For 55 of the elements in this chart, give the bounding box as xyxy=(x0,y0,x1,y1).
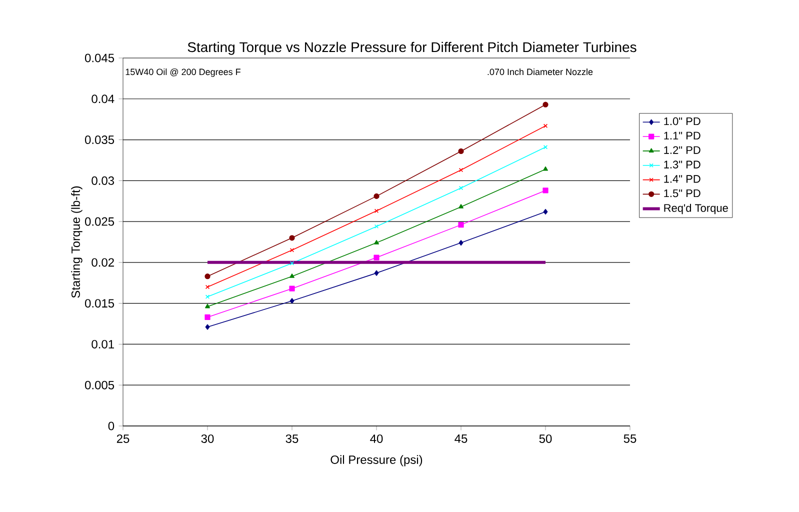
point xyxy=(204,314,210,320)
y-tick-label: 0 xyxy=(108,422,114,430)
x-tick-label: 40 xyxy=(370,434,383,443)
legend-label: 1.5" PD xyxy=(664,189,700,198)
point xyxy=(458,222,464,228)
x-axis-title: Oil Pressure (psi) xyxy=(330,455,422,466)
legend-label: 1.2" PD xyxy=(664,146,700,154)
legend-label: 1.1" PD xyxy=(664,132,700,140)
x-tick-label: 25 xyxy=(116,434,130,443)
y-tick-label: 0.04 xyxy=(92,94,114,104)
point xyxy=(289,235,295,241)
x-tick-label: 35 xyxy=(286,434,298,443)
y-tick-label: 0.025 xyxy=(84,217,114,226)
y-tick-label: 0.035 xyxy=(84,136,114,144)
y-tick-label: 0.005 xyxy=(84,380,114,390)
point xyxy=(374,208,379,214)
legend-label: Req'd Torque xyxy=(664,204,728,214)
y-axis-title: Starting Torque (lb-ft) xyxy=(71,186,82,298)
point xyxy=(374,270,379,276)
point xyxy=(205,304,210,308)
x-tick-label: 45 xyxy=(454,434,468,443)
y-tick-label: 0.03 xyxy=(92,176,114,185)
point xyxy=(458,168,464,172)
point xyxy=(542,102,548,108)
point xyxy=(458,204,464,208)
text: 15W40 Oil @ 200 Degrees F xyxy=(126,68,240,77)
y-tick-label: 0.015 xyxy=(84,299,114,308)
point xyxy=(374,240,379,244)
y-tick-label: 0.02 xyxy=(92,258,114,267)
chart-title: Starting Torque vs Nozzle Pressure for Different Pitch Diameter Turbines xyxy=(188,42,636,55)
point xyxy=(458,240,464,246)
y-tick-label: 0.045 xyxy=(84,54,114,62)
point xyxy=(458,186,464,190)
x-tick-label: 55 xyxy=(624,434,636,443)
annotation: .070 Inch Diameter Nozzle xyxy=(488,68,593,76)
point xyxy=(374,193,380,199)
point xyxy=(290,248,294,252)
point xyxy=(543,208,548,215)
point xyxy=(290,261,294,266)
legend-label: 1.3" PD xyxy=(664,160,700,168)
point xyxy=(204,274,210,280)
x-tick-label: 50 xyxy=(539,434,552,443)
x-tick-label: 30 xyxy=(201,434,214,443)
point xyxy=(374,224,379,229)
legend-label: 1.0" PD xyxy=(664,117,700,126)
point xyxy=(542,188,548,194)
legend-label: 1.4" PD xyxy=(664,175,700,183)
point xyxy=(290,274,294,278)
point xyxy=(290,298,294,304)
point xyxy=(543,166,548,171)
point xyxy=(289,286,295,292)
point xyxy=(374,254,380,260)
point xyxy=(458,148,464,154)
y-tick-label: 0.01 xyxy=(92,340,114,348)
point xyxy=(205,324,210,330)
